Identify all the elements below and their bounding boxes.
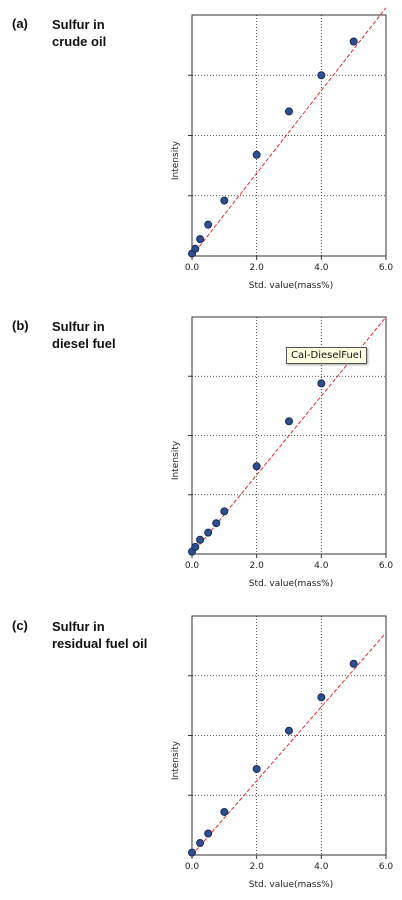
panel-title-b-line-1: Sulfur in	[52, 319, 105, 334]
data-point	[285, 726, 293, 735]
x-tick-label: 6.0	[379, 862, 394, 872]
data-point	[196, 235, 205, 244]
x-tick-label: 0.0	[185, 263, 200, 273]
data-point	[349, 37, 358, 46]
x-tick-label: 4.0	[314, 862, 329, 872]
data-point	[252, 764, 261, 773]
data-point	[204, 528, 213, 537]
panel-title-c-line-2: residual fuel oil	[52, 636, 148, 651]
data-point	[285, 107, 293, 116]
data-point	[196, 839, 205, 848]
data-point	[220, 507, 229, 516]
panel-label-c: (c)	[12, 618, 28, 633]
x-tick-label: 0.0	[185, 561, 200, 571]
series-tooltip: Cal-DieselFuel	[286, 347, 367, 364]
calibration-line	[191, 632, 387, 856]
data-point	[317, 693, 326, 702]
panel-title-c-line-1: Sulfur in	[52, 619, 105, 634]
chart-a: 0.0 2.0 4.0 6.0 Std. value(mass%) Intensity	[171, 7, 394, 291]
panel-title-b-line-2: diesel fuel	[52, 336, 116, 351]
panel-title-c: Sulfur in residual fuel oil	[52, 618, 147, 652]
x-tick-label: 2.0	[250, 862, 265, 872]
panel-title-a: Sulfur in crude oil	[52, 16, 106, 50]
data-point	[220, 196, 229, 205]
x-axis-label: Std. value(mass%)	[249, 579, 334, 589]
panel-label-b: (b)	[12, 318, 29, 333]
chart-b: 0.0 2.0 4.0 6.0 Std. value(mass%) Intensity	[171, 316, 394, 589]
x-tick-label: 4.0	[314, 561, 329, 571]
chart-c: 0.0 2.0 4.0 6.0 Std. value(mass%) Intensity	[171, 615, 394, 890]
data-point	[204, 220, 213, 229]
x-tick-label: 6.0	[379, 263, 394, 273]
panel-title-b: Sulfur in diesel fuel	[52, 318, 116, 352]
data-point	[191, 542, 200, 551]
data-point	[212, 519, 221, 528]
x-tick-label: 2.0	[250, 561, 265, 571]
y-axis-label: Intensity	[171, 440, 181, 480]
panel-title-a-line-2: crude oil	[52, 34, 107, 49]
calibration-line	[191, 7, 387, 257]
panel-label-a: (a)	[12, 16, 28, 31]
data-point	[204, 829, 213, 838]
data-point	[191, 244, 200, 253]
data-point	[220, 807, 229, 816]
data-point	[196, 535, 205, 544]
panel-title-a-line-1: Sulfur in	[52, 17, 105, 32]
data-point	[252, 150, 261, 159]
data-point	[252, 462, 261, 471]
x-tick-label: 0.0	[185, 862, 200, 872]
data-point	[188, 848, 196, 857]
y-axis-label: Intensity	[171, 140, 181, 180]
x-axis-label: Std. value(mass%)	[249, 880, 334, 890]
data-point	[285, 417, 293, 426]
x-tick-label: 4.0	[314, 263, 329, 273]
x-tick-label: 6.0	[379, 561, 394, 571]
data-point	[317, 71, 326, 80]
data-point	[317, 379, 326, 388]
data-point	[349, 659, 358, 668]
x-axis-label: Std. value(mass%)	[249, 281, 334, 291]
y-axis-label: Intensity	[171, 740, 181, 780]
x-tick-label: 2.0	[250, 263, 265, 273]
